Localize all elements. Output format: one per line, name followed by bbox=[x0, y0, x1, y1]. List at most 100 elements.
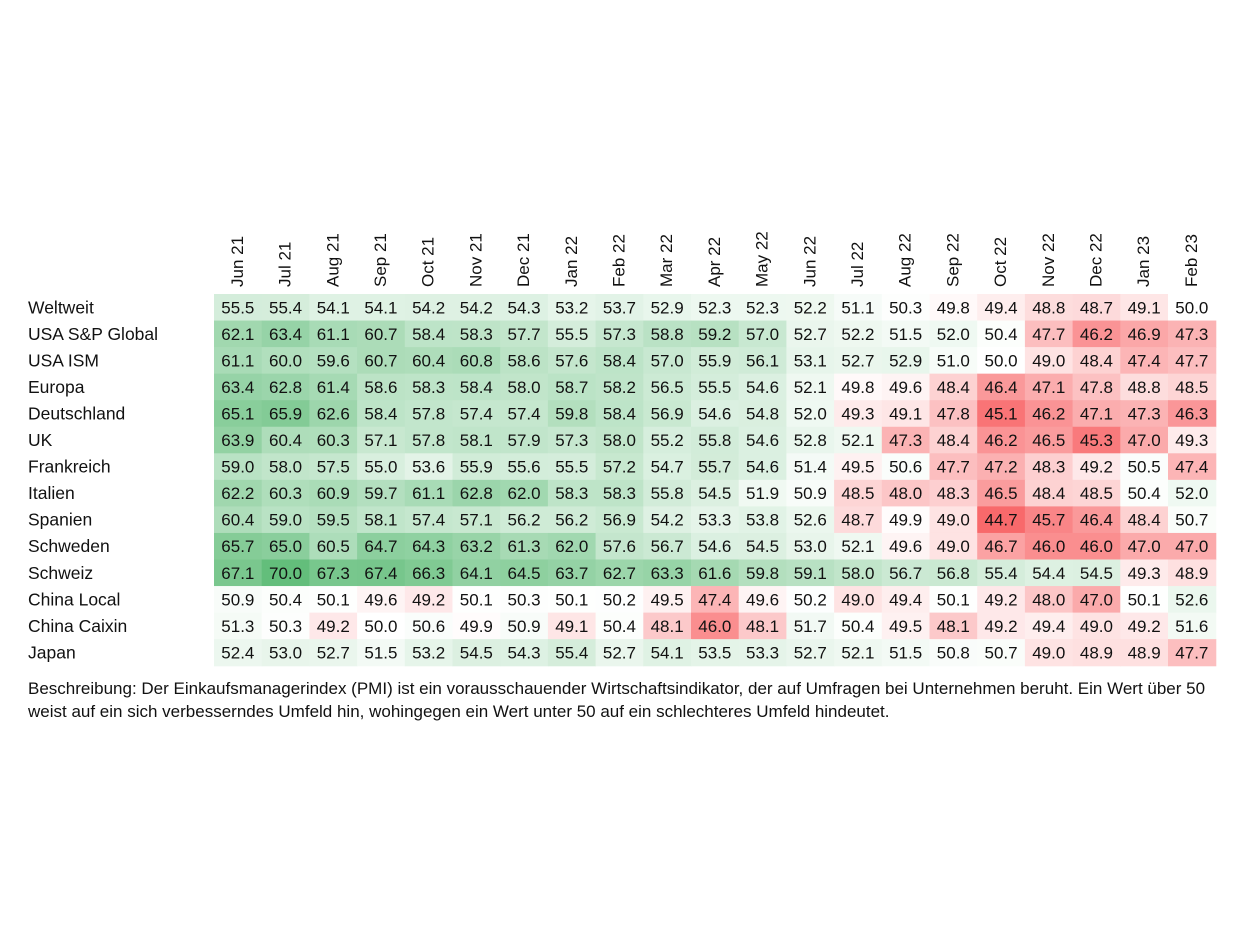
cell-value: 59.0 bbox=[221, 458, 254, 477]
heatmap-cell bbox=[738, 586, 787, 614]
heatmap-cell bbox=[1120, 506, 1169, 534]
cell-value: 60.0 bbox=[269, 351, 302, 370]
cell-value: 50.6 bbox=[889, 458, 922, 477]
heatmap-cell bbox=[1168, 373, 1217, 401]
cell-value: 50.1 bbox=[1128, 590, 1161, 609]
column-header: Dec 22 bbox=[1086, 233, 1105, 287]
column-header: Jan 22 bbox=[562, 236, 581, 287]
cell-value: 58.3 bbox=[603, 484, 636, 503]
cell-value: 52.6 bbox=[1175, 590, 1208, 609]
heatmap-cell bbox=[1120, 479, 1169, 507]
heatmap-cell bbox=[786, 400, 835, 428]
cell-value: 60.5 bbox=[317, 537, 350, 556]
column-header: Apr 22 bbox=[705, 237, 724, 287]
column-header: Dec 21 bbox=[514, 233, 533, 287]
heatmap-cell bbox=[738, 400, 787, 428]
cell-value: 49.5 bbox=[889, 617, 922, 636]
cell-value: 65.1 bbox=[221, 404, 254, 423]
heatmap-cell bbox=[929, 479, 978, 507]
cell-value: 52.7 bbox=[841, 351, 874, 370]
heatmap-cell bbox=[1120, 400, 1169, 428]
heatmap-cell bbox=[214, 294, 263, 322]
heatmap-cell bbox=[1120, 453, 1169, 481]
cell-value: 56.8 bbox=[937, 564, 970, 583]
heatmap-cell bbox=[452, 294, 501, 322]
row-label: China Local bbox=[28, 589, 120, 609]
cell-value: 50.1 bbox=[555, 590, 588, 609]
cell-value: 62.0 bbox=[555, 537, 588, 556]
cell-value: 49.1 bbox=[555, 617, 588, 636]
heatmap-cell bbox=[452, 426, 501, 454]
cell-value: 52.0 bbox=[937, 325, 970, 344]
heatmap-cell bbox=[881, 347, 931, 375]
cell-value: 47.7 bbox=[1175, 643, 1208, 662]
cell-value: 52.0 bbox=[1175, 484, 1208, 503]
column-header: Jun 22 bbox=[800, 236, 819, 287]
heatmap-cell bbox=[1072, 400, 1121, 428]
cell-value: 50.3 bbox=[269, 617, 302, 636]
heatmap-cell bbox=[452, 453, 501, 481]
cell-value: 47.2 bbox=[985, 458, 1018, 477]
heatmap-cell bbox=[786, 612, 835, 640]
cell-value: 50.7 bbox=[985, 643, 1018, 662]
cell-value: 51.5 bbox=[889, 325, 922, 344]
cell-value: 46.4 bbox=[1080, 511, 1113, 530]
heatmap-cell bbox=[738, 453, 787, 481]
heatmap-cell bbox=[404, 612, 454, 640]
heatmap-cell bbox=[1072, 586, 1121, 614]
cell-value: 47.0 bbox=[1128, 537, 1161, 556]
cell-value: 62.7 bbox=[603, 564, 636, 583]
heatmap-cell bbox=[1072, 479, 1121, 507]
heatmap-cell bbox=[214, 479, 263, 507]
heatmap-cell bbox=[1024, 426, 1074, 454]
heatmap-cell bbox=[834, 586, 883, 614]
cell-value: 48.5 bbox=[1175, 378, 1208, 397]
cell-value: 52.3 bbox=[746, 298, 779, 317]
cell-value: 48.1 bbox=[651, 617, 684, 636]
cell-value: 50.2 bbox=[603, 590, 636, 609]
cell-value: 48.4 bbox=[1080, 351, 1113, 370]
row-label: Spanien bbox=[28, 510, 92, 530]
cell-value: 58.0 bbox=[603, 431, 636, 450]
heatmap-cell bbox=[547, 639, 597, 667]
pmi-heatmap: Jun 21 Jul 21 Aug 21 Sep 21 Oct 21 Nov 21 Dec … bbox=[28, 231, 1217, 667]
heatmap-cell bbox=[500, 453, 549, 481]
cell-value: 51.5 bbox=[364, 643, 397, 662]
row-label: UK bbox=[28, 430, 53, 450]
heatmap-cell bbox=[929, 559, 978, 587]
cell-value: 48.5 bbox=[1080, 484, 1113, 503]
cell-value: 52.7 bbox=[603, 643, 636, 662]
heatmap-cell bbox=[595, 320, 644, 348]
heatmap-cell bbox=[404, 426, 454, 454]
cell-value: 61.6 bbox=[698, 564, 731, 583]
heatmap-cell bbox=[1120, 639, 1169, 667]
column-header: Feb 22 bbox=[609, 234, 628, 287]
heatmap-cell bbox=[786, 347, 835, 375]
heatmap-cell bbox=[1120, 612, 1169, 640]
heatmap-cell bbox=[738, 294, 787, 322]
heatmap-cell bbox=[309, 639, 358, 667]
cell-value: 63.7 bbox=[555, 564, 588, 583]
heatmap-cell bbox=[1168, 320, 1217, 348]
heatmap-cell bbox=[261, 586, 310, 614]
heatmap-cell bbox=[977, 586, 1026, 614]
cell-value: 52.7 bbox=[317, 643, 350, 662]
heatmap-cell bbox=[643, 453, 692, 481]
cell-value: 49.8 bbox=[841, 378, 874, 397]
cell-value: 49.6 bbox=[364, 590, 397, 609]
cell-value: 50.4 bbox=[269, 590, 302, 609]
cell-value: 51.1 bbox=[841, 298, 874, 317]
heatmap-cell bbox=[643, 639, 692, 667]
cell-value: 51.3 bbox=[221, 617, 254, 636]
heatmap-cell bbox=[500, 506, 549, 534]
cell-value: 49.5 bbox=[841, 458, 874, 477]
cell-value: 54.5 bbox=[1080, 564, 1113, 583]
cell-value: 63.4 bbox=[269, 325, 302, 344]
cell-value: 54.4 bbox=[1032, 564, 1065, 583]
heatmap-cell bbox=[452, 586, 501, 614]
cell-value: 57.6 bbox=[555, 351, 588, 370]
cell-value: 50.1 bbox=[317, 590, 350, 609]
heatmap-cell bbox=[404, 347, 454, 375]
cell-value: 47.3 bbox=[1175, 325, 1208, 344]
heatmap-cell bbox=[691, 586, 740, 614]
